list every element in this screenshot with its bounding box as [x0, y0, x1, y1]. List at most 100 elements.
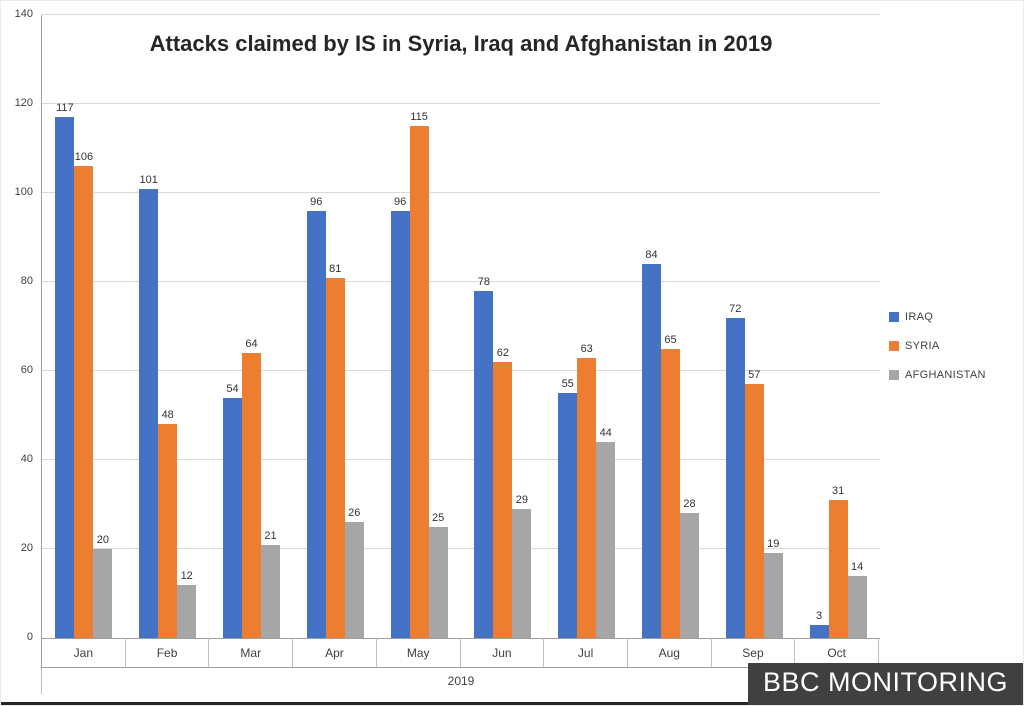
gridline: [42, 548, 880, 549]
y-tick-label: 20: [20, 542, 33, 554]
bar-value-label: 31: [831, 485, 845, 498]
bar-group-may: 96 115 25: [377, 15, 461, 638]
legend-item-syria: SYRIA: [889, 340, 986, 352]
bar-value-label: 78: [477, 275, 491, 288]
bar-value-label: 57: [748, 369, 761, 382]
bar-iraq-may: 96: [390, 196, 410, 638]
bar-syria-sep: 57: [744, 369, 764, 638]
plot-area: 117 106 20 101 48 12 54 64 21 96 81 26 96 115 25 78 62 29…: [41, 14, 880, 639]
bar-value-label: 84: [645, 249, 658, 262]
bar-value-label: 25: [431, 511, 445, 524]
bar-syria-apr: 81: [325, 263, 345, 638]
x-tick-label-mar: Mar: [209, 638, 294, 667]
bar-iraq-feb: 101: [139, 174, 159, 638]
bar-value-label: 54: [226, 382, 239, 395]
bar-value-label: 44: [599, 427, 612, 440]
legend-label: AFGHANISTAN: [905, 369, 986, 381]
y-tick-label: 60: [20, 364, 33, 376]
bar-value-label: 28: [683, 498, 696, 511]
gridline: [42, 103, 880, 104]
legend-item-afghanistan: AFGHANISTAN: [889, 369, 986, 381]
chart-title: Attacks claimed by IS in Syria, Iraq and…: [149, 31, 773, 56]
legend-label: IRAQ: [905, 311, 934, 323]
gridline: [42, 14, 880, 15]
gridline: [42, 281, 880, 282]
bar-syria-jul: 63: [577, 343, 597, 638]
bar-afghanistan-may: 25: [428, 512, 448, 638]
gridline: [42, 370, 880, 371]
bar-value-label: 63: [580, 342, 593, 355]
y-tick-label: 40: [20, 453, 33, 465]
bar-iraq-aug: 84: [641, 249, 661, 638]
legend-swatch-icon: [889, 341, 899, 351]
x-tick-label-sep: Sep: [712, 638, 796, 667]
y-tick-label: 80: [20, 275, 33, 287]
bar-value-label: 65: [664, 333, 677, 346]
x-tick-label-apr: Apr: [293, 638, 377, 667]
y-axis: 0 20 40 60 80 100 120 140: [1, 8, 35, 643]
bar-value-label: 26: [348, 507, 361, 520]
bar-value-label: 19: [767, 538, 780, 551]
bar-value-label: 21: [264, 529, 277, 542]
bar-value-label: 12: [180, 569, 193, 582]
bar-syria-jun: 62: [493, 347, 513, 638]
bar-value-label: 96: [393, 195, 407, 208]
bar-value-label: 96: [310, 195, 323, 208]
bar-iraq-jul: 55: [558, 378, 578, 638]
bar-group-feb: 101 48 12: [126, 15, 210, 638]
bar-value-label: 29: [515, 493, 529, 506]
y-tick-label: 0: [26, 631, 33, 643]
bar-group-jun: 78 62 29: [461, 15, 545, 638]
bar-group-apr: 96 81 26: [293, 15, 377, 638]
bar-value-label: 62: [496, 347, 510, 360]
bar-afghanistan-mar: 21: [260, 530, 280, 638]
legend-item-iraq: IRAQ: [889, 311, 986, 323]
x-axis: Jan Feb Mar Apr May Jun Jul Aug Sep Oct: [41, 638, 880, 668]
bar-syria-may: 115: [409, 111, 429, 638]
x-tick-label-aug: Aug: [628, 638, 712, 667]
y-tick-label: 120: [14, 97, 33, 109]
x-axis-title: 2019: [41, 668, 880, 694]
legend: IRAQ SYRIA AFGHANISTAN: [889, 311, 986, 398]
bar-group-aug: 84 65 28: [629, 15, 713, 638]
bar-syria-aug: 65: [660, 334, 680, 638]
bottom-rule: [1, 702, 1023, 705]
bar-iraq-apr: 96: [306, 196, 326, 638]
bar-syria-feb: 48: [158, 409, 178, 638]
bar-value-label: 106: [74, 151, 94, 164]
legend-label: SYRIA: [905, 340, 940, 352]
legend-swatch-icon: [889, 312, 899, 322]
bar-value-label: 81: [329, 262, 342, 275]
bar-value-label: 14: [850, 560, 864, 573]
x-tick-label-oct: Oct: [795, 638, 880, 667]
bar-afghanistan-jan: 20: [93, 534, 113, 638]
bar-iraq-mar: 54: [222, 383, 242, 638]
bar-value-label: 20: [96, 534, 110, 546]
y-tick-label: 140: [14, 8, 33, 20]
bar-group-sep: 72 57 19: [712, 15, 796, 638]
y-tick-label: 100: [14, 186, 33, 198]
bbc-monitoring-watermark: BBC MONITORING: [747, 663, 1023, 705]
bar-value-label: 3: [816, 609, 823, 622]
bar-iraq-oct: 3: [809, 610, 829, 638]
gridline: [42, 459, 880, 460]
bar-syria-jan: 106: [74, 151, 94, 638]
bar-group-jan: 117 106 20: [42, 15, 126, 638]
bar-group-oct: 3 31 14: [796, 15, 880, 638]
bar-iraq-sep: 72: [725, 303, 745, 638]
bar-afghanistan-oct: 14: [847, 561, 867, 638]
bar-afghanistan-apr: 26: [344, 507, 364, 638]
bar-value-label: 72: [729, 302, 742, 315]
x-tick-label-jun: Jun: [461, 638, 545, 667]
x-tick-label-jul: Jul: [544, 638, 628, 667]
x-tick-label-jan: Jan: [41, 638, 126, 667]
bar-afghanistan-jul: 44: [596, 427, 616, 638]
bar-afghanistan-aug: 28: [679, 498, 699, 638]
bar-syria-mar: 64: [241, 338, 261, 638]
bar-value-label: 101: [139, 173, 158, 186]
bar-afghanistan-feb: 12: [177, 570, 197, 638]
legend-swatch-icon: [889, 370, 899, 380]
bar-value-label: 48: [161, 409, 174, 422]
bar-group-jul: 55 63 44: [545, 15, 629, 638]
